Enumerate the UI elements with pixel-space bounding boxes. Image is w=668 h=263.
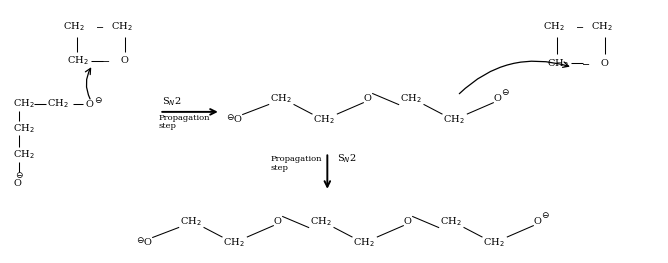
Text: CH$_2$: CH$_2$ — [543, 21, 564, 33]
Text: $-$: $-$ — [102, 56, 111, 65]
Text: $⊖$: $⊖$ — [541, 210, 550, 220]
Text: Propagation: Propagation — [271, 155, 322, 163]
Text: O: O — [86, 99, 94, 109]
Text: CH$_2$: CH$_2$ — [353, 236, 375, 249]
Text: CH$_2$: CH$_2$ — [13, 149, 34, 161]
Text: CH$_2$: CH$_2$ — [223, 236, 244, 249]
Text: CH$_2$: CH$_2$ — [400, 92, 422, 105]
Text: O: O — [13, 179, 21, 188]
Text: step: step — [271, 164, 289, 172]
Text: $⊖$: $⊖$ — [136, 235, 145, 245]
Text: $-$: $-$ — [95, 22, 104, 31]
Text: O: O — [363, 94, 371, 103]
Text: O: O — [144, 238, 151, 247]
Text: $-$: $-$ — [574, 22, 584, 31]
Text: Propagation: Propagation — [159, 114, 210, 122]
Text: O: O — [494, 94, 501, 103]
Text: CH$_2$: CH$_2$ — [180, 215, 202, 228]
Text: $⊖$: $⊖$ — [501, 87, 510, 97]
Text: $⊖$: $⊖$ — [94, 95, 102, 105]
Text: CH$_2$: CH$_2$ — [440, 215, 462, 228]
Text: O: O — [273, 217, 281, 226]
Text: CH$_2$: CH$_2$ — [546, 57, 568, 70]
Text: CH$_2$: CH$_2$ — [47, 98, 68, 110]
Text: step: step — [159, 122, 176, 130]
Text: S$_N$2: S$_N$2 — [337, 153, 357, 165]
Text: CH$_2$: CH$_2$ — [13, 123, 34, 135]
Text: CH$_2$: CH$_2$ — [13, 98, 34, 110]
Text: CH$_2$: CH$_2$ — [270, 92, 291, 105]
Text: CH$_2$: CH$_2$ — [310, 215, 331, 228]
Text: O: O — [120, 56, 128, 65]
Text: $-$: $-$ — [581, 59, 591, 68]
Text: CH$_2$: CH$_2$ — [313, 113, 335, 126]
Text: $⊖$: $⊖$ — [226, 112, 235, 122]
Text: S$_N$2: S$_N$2 — [162, 95, 182, 108]
Text: O: O — [403, 217, 411, 226]
Text: CH$_2$: CH$_2$ — [63, 21, 85, 33]
Text: O: O — [233, 115, 241, 124]
Text: O: O — [533, 217, 541, 226]
Text: CH$_2$: CH$_2$ — [483, 236, 505, 249]
Text: $⊖$: $⊖$ — [15, 170, 24, 180]
Text: CH$_2$: CH$_2$ — [67, 54, 88, 67]
Text: CH$_2$: CH$_2$ — [591, 21, 613, 33]
Text: CH$_2$: CH$_2$ — [111, 21, 133, 33]
Text: CH$_2$: CH$_2$ — [443, 113, 465, 126]
Text: O: O — [600, 59, 608, 68]
